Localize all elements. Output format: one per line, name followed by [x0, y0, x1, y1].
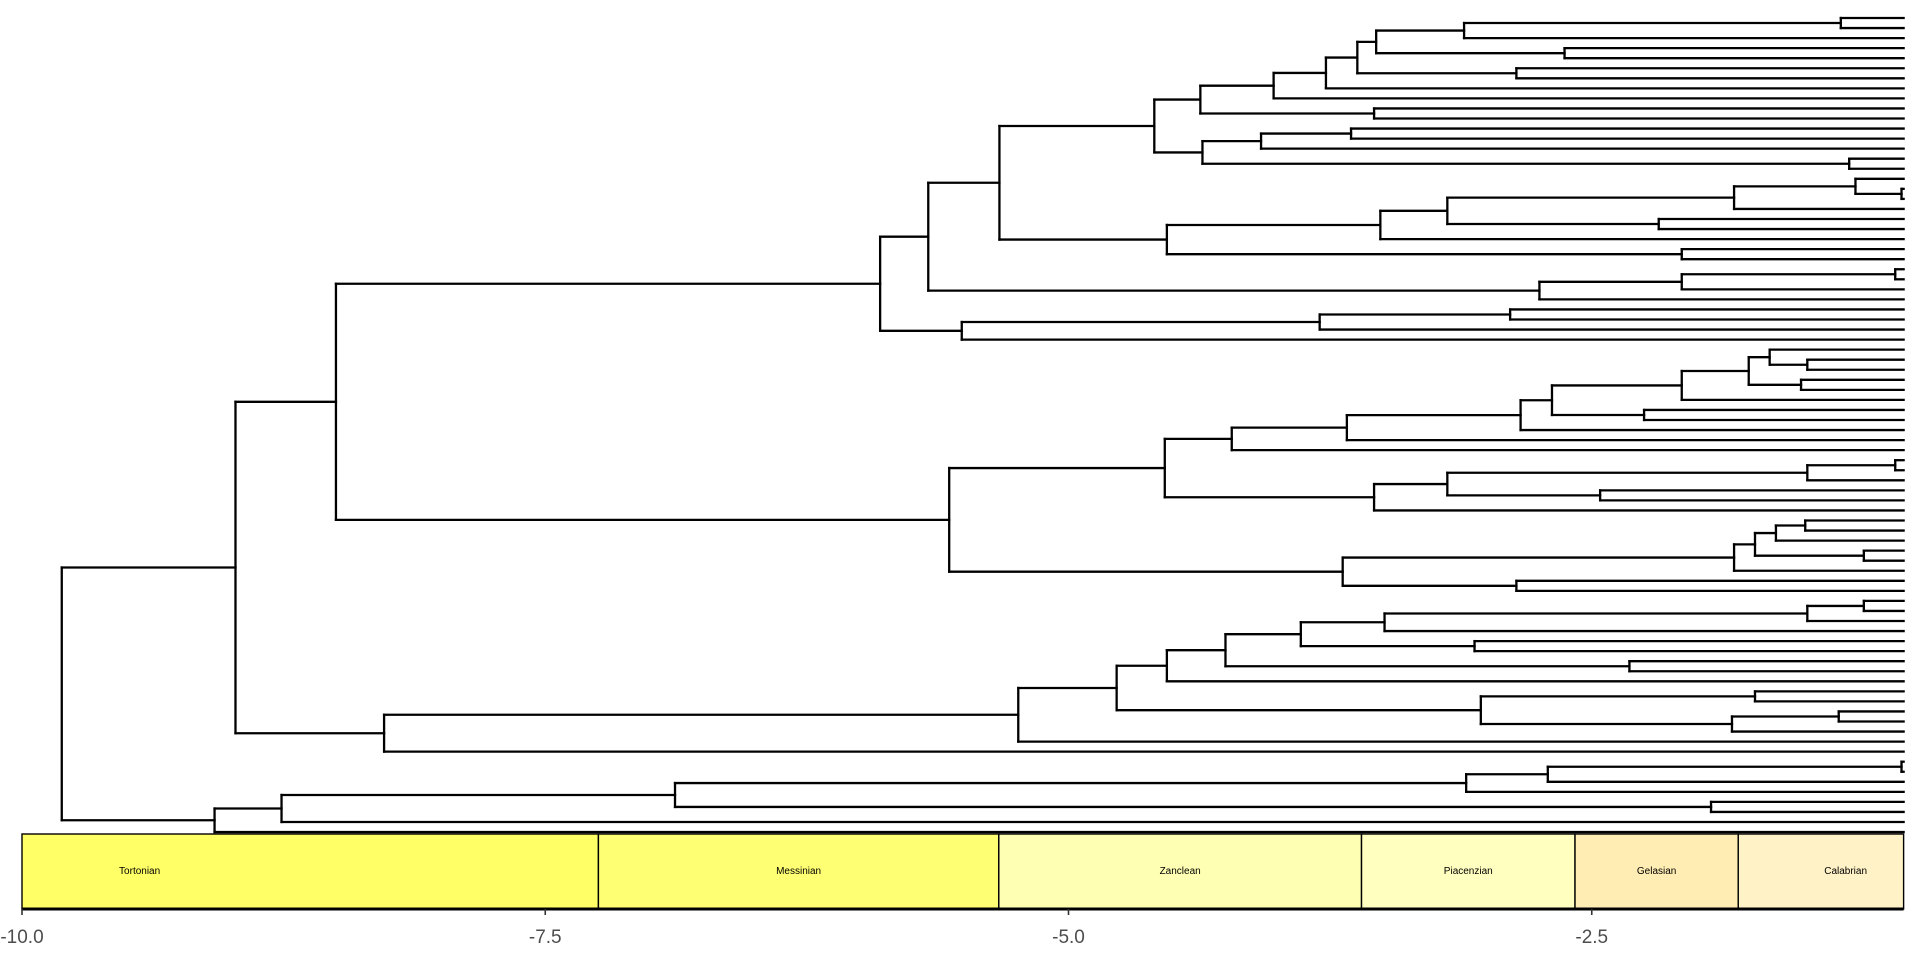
- stage-messinian: [597, 833, 1000, 910]
- x-tick-label: -7.5: [529, 927, 562, 948]
- x-axis: -10.0 -7.5 -5.0 -2.5: [0, 907, 1904, 948]
- x-tick-label: -5.0: [1052, 927, 1085, 948]
- tree-branches: [60, 16, 1905, 834]
- stage-label: Tortonian: [119, 866, 160, 877]
- stage-label: Zanclean: [1160, 866, 1201, 877]
- stage-gelasian: [1574, 833, 1739, 910]
- geologic-timescale: Tortonian Messinian Zanclean Piacenzian Gela…: [21, 833, 1905, 910]
- x-tick-label: -2.5: [1575, 927, 1608, 948]
- stage-zanclean: [998, 833, 1363, 910]
- stage-label: Calabrian: [1824, 866, 1867, 877]
- stage-label: Gelasian: [1637, 866, 1676, 877]
- x-tick-label: -10.0: [0, 927, 43, 948]
- stage-label: Piacenzian: [1444, 866, 1493, 877]
- stage-tortonian: [21, 833, 600, 910]
- stage-calabrian: [1737, 833, 1905, 910]
- stage-piacenzian: [1360, 833, 1576, 910]
- stage-label: Messinian: [776, 866, 821, 877]
